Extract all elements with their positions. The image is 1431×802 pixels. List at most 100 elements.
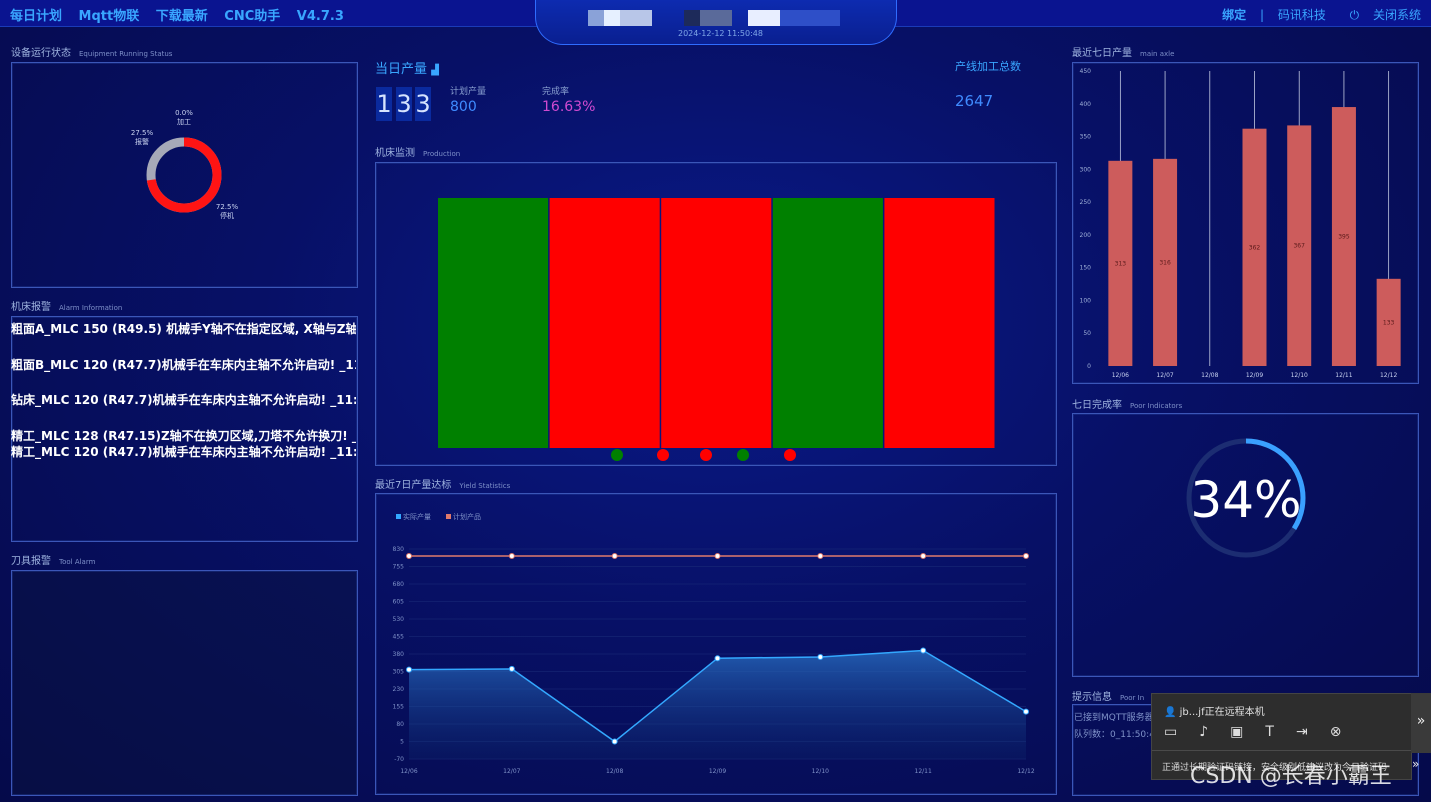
bar (1108, 160, 1133, 366)
plan-output-value: 800 (450, 99, 477, 115)
chevron-right-icon: » (1416, 713, 1426, 729)
close-system-button[interactable]: ⏻ 关闭系统 (1349, 8, 1421, 22)
data-point (817, 553, 824, 559)
machine-legend-dot (611, 449, 623, 461)
data-point (611, 553, 618, 559)
nav-cnc[interactable]: CNC助手 (224, 9, 281, 24)
x-tick-label: 12/07 (503, 768, 520, 775)
seven-day-output-title: 最近七日产量 main axle (1072, 48, 1175, 59)
remote-title: 👤 jb...jf正在远程本机 (1164, 707, 1265, 718)
alarm-info-panel (11, 316, 358, 542)
nav-daily-plan[interactable]: 每日计划 (10, 9, 63, 24)
slice-label-processing: 加工 (177, 117, 191, 126)
seven-day-bar-chart: 0 50 100 150 200 250 300 350 400 450 313 12/06 316 12… (1080, 68, 1401, 379)
y-tick-label: 200 (1080, 232, 1092, 239)
tool-alarm-title: 刀具报警 Tool Alarm (11, 556, 96, 567)
alarm-item: 粗面B_MLC 120 (R47.7)机械手在车床内主轴不允许启动! _11 (11, 358, 356, 372)
gauge-arc (1186, 438, 1306, 558)
machine-legend-dot (784, 449, 796, 461)
data-point (508, 665, 515, 672)
microphone-icon[interactable]: ♪ (1199, 724, 1231, 740)
title-mosaic (588, 10, 604, 26)
nav-download[interactable]: 下载最新 (155, 9, 208, 24)
bar-value-label: 316 (1159, 259, 1171, 266)
text-icon[interactable]: T (1265, 724, 1296, 740)
seven-day-output-panel: 0 50 100 150 200 250 300 350 400 450 313 12/06 316 12… (1072, 62, 1419, 384)
remote-divider (1152, 750, 1411, 751)
top-right-nav: 绑定 | 码讯科技 ⏻ 关闭系统 (1212, 6, 1421, 23)
completion-rate-value: 16.63% (542, 99, 596, 115)
bar (1287, 125, 1312, 367)
plan-output-label: 计划产量 (450, 87, 487, 97)
data-point (817, 654, 824, 661)
data-point (714, 655, 721, 662)
output-digit: 1 (376, 87, 392, 121)
machine-monitor-panel (375, 162, 1057, 466)
bind-button[interactable]: 绑定 (1222, 8, 1247, 22)
hint-info-title: 提示信息 Poor In (1072, 692, 1145, 703)
y-tick-label: 455 (393, 634, 405, 641)
bar-value-label: 395 (1338, 234, 1350, 241)
data-point (920, 647, 927, 654)
y-tick-label: 530 (393, 616, 405, 623)
machine-status-block (549, 198, 660, 448)
x-tick-label: 12/09 (709, 768, 726, 775)
bar-value-label: 362 (1249, 244, 1261, 251)
company-link[interactable]: 码讯科技 (1277, 8, 1326, 22)
legend-label: 实际产量 (403, 512, 431, 521)
y-tick-label: 250 (1080, 199, 1092, 206)
nav-mqtt[interactable]: Mqtt物联 (78, 9, 140, 24)
slice-pct-stop: 72.5% (216, 203, 239, 211)
legend-label: 计划产品 (453, 512, 481, 521)
data-point (406, 553, 412, 559)
data-point (1023, 553, 1029, 559)
seven-day-rate-panel: 34% (1072, 413, 1419, 677)
file-transfer-icon[interactable]: ⇥ (1295, 724, 1330, 740)
y-tick-label: 0 (1087, 363, 1091, 370)
machine-monitor-chart (438, 198, 995, 461)
x-tick-label: 12/06 (1112, 372, 1129, 379)
top-nav: 每日计划 Mqtt物联 下载最新 CNC助手 V4.7.3 (10, 5, 356, 24)
y-tick-label: 50 (1083, 330, 1091, 337)
remote-expand-button[interactable]: » (1411, 693, 1431, 753)
power-icon: ⏻ (1349, 8, 1360, 22)
equipment-status-panel: 0.0% 加工 27.5% 报警 72.5% 停机 (11, 62, 358, 288)
machine-legend-dot (700, 449, 712, 461)
alarm-item: 精工_MLC 128 (R47.15)Z轴不在换刀区域,刀塔不允许换刀! _1 (11, 429, 356, 443)
data-point (406, 666, 412, 673)
y-tick-label: 755 (393, 564, 405, 571)
alarm-item: 钻床_MLC 120 (R47.7)机械手在车床内主轴不允许启动! _11:5 (11, 393, 356, 407)
equipment-status-title: 设备运行状态 Equipment Running Status (11, 48, 173, 59)
data-point (714, 553, 721, 559)
legend-swatch (446, 514, 451, 519)
machine-status-block (438, 198, 549, 448)
y-tick-label: 605 (393, 599, 405, 606)
legend-swatch (396, 514, 401, 519)
bar (1331, 107, 1356, 367)
title-plate (535, 0, 897, 45)
data-point (611, 738, 618, 745)
chevron-right-icon[interactable]: » (1412, 757, 1420, 771)
x-tick-label: 12/10 (812, 768, 829, 775)
x-tick-label: 12/07 (1156, 372, 1173, 379)
close-session-icon[interactable]: ⊗ (1329, 724, 1364, 740)
y-tick-label: 830 (393, 546, 405, 553)
x-tick-label: 12/06 (400, 768, 417, 775)
hint-line: 已接到MQTT服务器 (1074, 713, 1154, 723)
machine-monitor-title: 机床监测 Production (375, 148, 461, 159)
hint-line: 队列数：0_11:50:49 (1074, 730, 1161, 740)
machine-legend-dot (657, 449, 669, 461)
watermark: CSDN @长春小霸王 (1190, 764, 1392, 789)
chat-icon[interactable]: ▭ (1164, 724, 1200, 740)
screen-icon[interactable]: ▣ (1230, 724, 1266, 740)
user-icon: 👤 (1164, 707, 1177, 718)
alarm-info-title: 机床报警 Alarm Information (11, 302, 123, 313)
y-tick-label: 300 (1080, 166, 1092, 173)
y-tick-label: 100 (1080, 297, 1092, 304)
bar (1242, 128, 1267, 366)
y-tick-label: 400 (1080, 101, 1092, 108)
y-tick-label: 150 (1080, 265, 1092, 272)
machine-status-block (884, 198, 995, 448)
actual-area (409, 650, 1026, 759)
x-tick-label: 12/09 (1246, 372, 1263, 379)
